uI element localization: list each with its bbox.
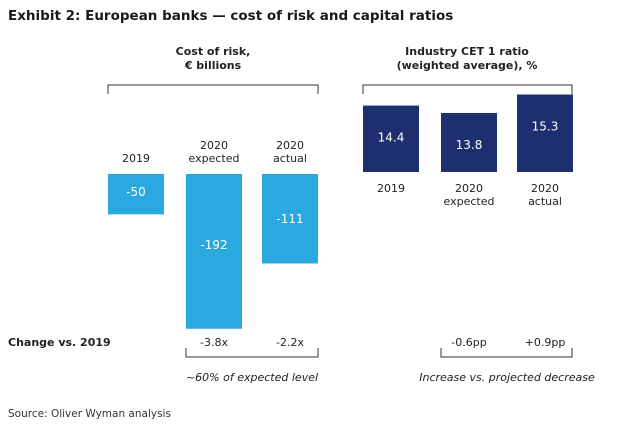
cet1-value-label: 14.4 bbox=[378, 131, 405, 145]
cet1-change-label: -0.6pp bbox=[451, 336, 486, 349]
cost-of-risk-change-label: -3.8x bbox=[200, 336, 228, 349]
cet1-bar bbox=[441, 112, 497, 172]
cost-of-risk-bar bbox=[186, 174, 242, 329]
cost-of-risk-title: Cost of risk, € billions bbox=[176, 45, 251, 72]
change-row-label: Change vs. 2019 bbox=[8, 336, 111, 349]
cet1-value-label: 15.3 bbox=[532, 120, 559, 134]
cost-of-risk-bar bbox=[108, 174, 164, 215]
cet1-value-label: 13.8 bbox=[456, 138, 483, 152]
bracket-line bbox=[107, 84, 319, 94]
cet1-bar bbox=[517, 94, 573, 172]
cost-of-risk-value-label: -50 bbox=[126, 185, 146, 199]
bracket-line bbox=[440, 348, 573, 358]
chart-title: Exhibit 2: European banks — cost of risk… bbox=[8, 8, 454, 24]
cost-of-risk-category-label: 2019 bbox=[122, 152, 150, 165]
cet1-bar bbox=[363, 105, 419, 172]
cet1-title: Industry CET 1 ratio (weighted average), … bbox=[397, 45, 538, 72]
cost-of-risk-change-label: -2.2x bbox=[276, 336, 304, 349]
cet1-category-label: 2019 bbox=[377, 182, 405, 195]
cost-of-risk-value-label: -192 bbox=[200, 238, 227, 252]
cost-of-risk-change-note: ~60% of expected level bbox=[186, 371, 318, 384]
cet1-category-label: 2020 actual bbox=[528, 182, 562, 208]
bracket-line bbox=[185, 348, 319, 358]
cost-of-risk-category-label: 2020 expected bbox=[189, 139, 240, 165]
cet1-change-label: +0.9pp bbox=[525, 336, 566, 349]
cet1-change-note: Increase vs. projected decrease bbox=[419, 371, 595, 384]
cost-of-risk-category-label: 2020 actual bbox=[273, 139, 307, 165]
cost-of-risk-value-label: -111 bbox=[276, 212, 303, 226]
cost-of-risk-bar bbox=[262, 174, 318, 264]
cet1-category-label: 2020 expected bbox=[444, 182, 495, 208]
source-note: Source: Oliver Wyman analysis bbox=[8, 408, 171, 420]
bracket-line bbox=[362, 84, 573, 94]
